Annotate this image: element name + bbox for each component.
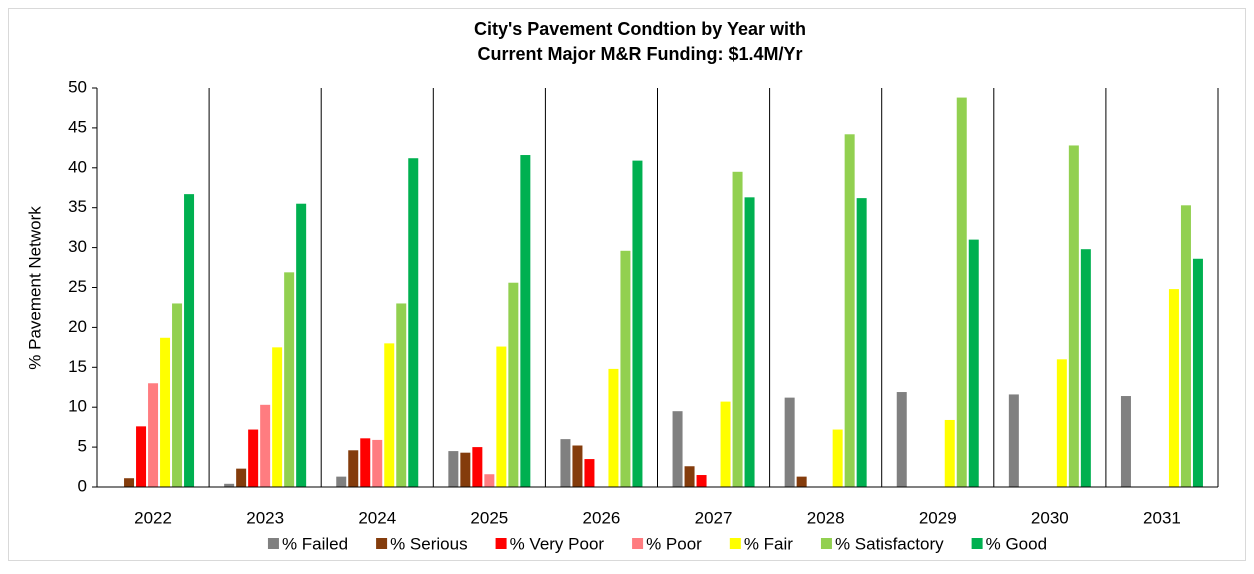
legend-swatch [495, 538, 507, 549]
bar [296, 203, 307, 487]
x-tick-label: 2030 [1031, 508, 1069, 527]
legend-swatch [729, 538, 741, 549]
legend-swatch [267, 538, 279, 549]
y-tick-label: 25 [68, 277, 87, 296]
legend-label: % Failed [282, 534, 348, 553]
bar [968, 239, 979, 487]
bar [360, 438, 371, 487]
bar [160, 337, 171, 487]
legend-swatch [376, 538, 388, 549]
chart-title: City's Pavement Condtion by Year with [474, 19, 806, 39]
x-tick-label: 2024 [358, 508, 396, 527]
bar [372, 439, 383, 487]
bar [248, 429, 259, 487]
bar [484, 474, 495, 487]
legend-swatch [820, 538, 832, 549]
legend-label: % Serious [390, 534, 467, 553]
bar [1068, 145, 1079, 487]
x-tick-label: 2031 [1143, 508, 1181, 527]
bar [124, 478, 135, 487]
bar [584, 459, 595, 487]
bar [856, 198, 867, 487]
y-tick-label: 0 [78, 476, 87, 495]
y-axis-label: % Pavement Network [25, 206, 44, 370]
bar [408, 158, 419, 487]
bar [784, 397, 795, 487]
bar [560, 439, 571, 487]
x-tick-label: 2022 [134, 508, 172, 527]
x-tick-label: 2023 [246, 508, 284, 527]
bar [184, 194, 195, 487]
y-tick-label: 10 [68, 397, 87, 416]
legend-swatch [971, 538, 983, 549]
x-tick-label: 2028 [807, 508, 845, 527]
bar [620, 250, 631, 487]
bar [944, 419, 955, 487]
bar [508, 282, 519, 487]
bar [472, 447, 483, 487]
legend-label: % Poor [646, 534, 702, 553]
bar [684, 466, 695, 487]
legend-label: % Very Poor [510, 534, 605, 553]
x-tick-label: 2029 [919, 508, 957, 527]
y-tick-label: 50 [68, 77, 87, 96]
bar [224, 483, 235, 487]
bar [744, 197, 755, 488]
legend-label: % Fair [744, 534, 793, 553]
bar [732, 171, 743, 488]
chart-title: Current Major M&R Funding: $1.4M/Yr [477, 44, 802, 64]
bar [1120, 396, 1131, 487]
legend-label: % Good [986, 534, 1047, 553]
x-tick-label: 2026 [583, 508, 621, 527]
bar [284, 272, 295, 487]
y-tick-label: 35 [68, 197, 87, 216]
bar [608, 368, 619, 487]
bar [384, 343, 395, 487]
bar [448, 451, 459, 487]
bar [260, 404, 271, 487]
y-tick-label: 40 [68, 157, 87, 176]
bar [1192, 258, 1203, 487]
bar [348, 450, 359, 487]
x-tick-label: 2025 [470, 508, 508, 527]
bar [1008, 394, 1019, 487]
bar [672, 411, 683, 487]
bar [896, 392, 907, 487]
y-tick-label: 45 [68, 117, 87, 136]
bar [136, 426, 147, 487]
y-tick-label: 20 [68, 317, 87, 336]
x-tick-label: 2027 [695, 508, 733, 527]
bar [236, 468, 247, 487]
bar [572, 445, 583, 487]
bar [148, 383, 159, 487]
legend-swatch [632, 538, 644, 549]
y-tick-label: 30 [68, 237, 87, 256]
bar [460, 452, 471, 487]
bar [832, 429, 843, 487]
bar [1168, 289, 1179, 487]
bar [272, 347, 283, 487]
bar [1180, 205, 1191, 487]
y-tick-label: 5 [78, 437, 87, 456]
bar [720, 401, 731, 487]
bar [520, 155, 531, 488]
bar [796, 476, 807, 487]
y-tick-label: 15 [68, 357, 87, 376]
bar [336, 476, 347, 487]
bar [632, 160, 643, 488]
bar [956, 97, 967, 488]
bar [1080, 249, 1091, 487]
legend-label: % Satisfactory [835, 534, 944, 553]
bar [396, 303, 407, 487]
bar [844, 134, 855, 487]
bar [696, 475, 707, 487]
bar [172, 303, 183, 487]
bar [1056, 359, 1067, 487]
bar [496, 346, 507, 487]
